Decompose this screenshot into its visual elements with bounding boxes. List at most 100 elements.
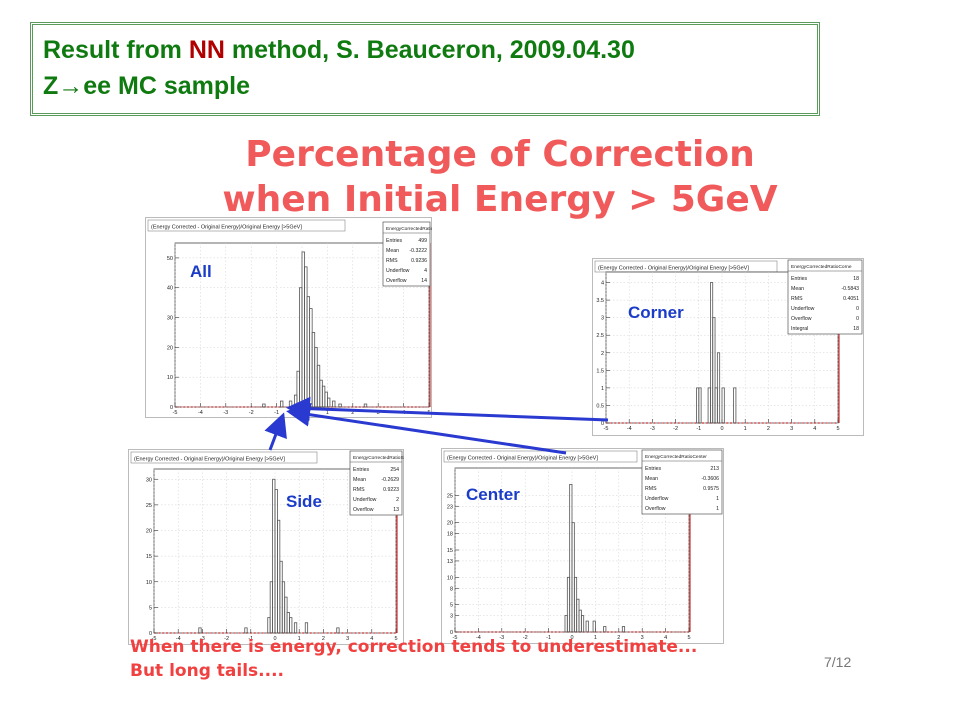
x-tick-label: 4: [370, 636, 373, 642]
stats-value: 4: [424, 268, 427, 274]
stats-key: Underflow: [645, 496, 669, 502]
histogram-bin: [580, 615, 585, 633]
y-tick-label: 25: [146, 503, 152, 509]
y-tick-label: 0: [170, 405, 173, 411]
stats-key: Mean: [386, 248, 399, 254]
histogram-bin: [721, 387, 725, 424]
x-tick-label: -5: [173, 410, 178, 416]
y-tick-label: 5: [149, 605, 152, 611]
header-box: Result from NN method, S. Beauceron, 200…: [30, 22, 820, 116]
y-tick-label: 30: [167, 316, 173, 322]
stats-value: 0: [856, 316, 859, 322]
arrow-from-side: [264, 412, 287, 451]
stats-key: Underflow: [791, 306, 815, 312]
y-tick-label: 23: [447, 504, 453, 510]
region-label: Side: [286, 492, 322, 511]
histogram-bin: [289, 617, 293, 634]
stats-value: 13: [393, 507, 399, 513]
y-tick-label: 15: [146, 554, 152, 560]
x-tick-label: 5: [394, 636, 397, 642]
stats-key: Underflow: [386, 268, 410, 274]
x-tick-label: -2: [673, 426, 678, 432]
histogram-all: (Energy Corrected - Original Energy)/Ori…: [145, 217, 432, 418]
x-tick-label: -1: [274, 410, 279, 416]
stats-value: 2: [396, 497, 399, 503]
x-tick-label: 1: [298, 636, 301, 642]
stats-key: RMS: [645, 486, 657, 492]
y-tick-label: 10: [146, 580, 152, 586]
conclusion-line-1: When there is energy, correction tends t…: [130, 637, 698, 657]
stats-key: RMS: [353, 487, 365, 493]
y-tick-label: 10: [167, 375, 173, 381]
title-box: [147, 219, 346, 232]
histogram-bin: [603, 626, 607, 633]
stats-key: Entries: [791, 276, 808, 282]
region-label: Center: [466, 485, 520, 504]
stats-value: 213: [710, 466, 719, 472]
x-tick-label: -4: [198, 410, 203, 416]
x-tick-label: -3: [200, 636, 205, 642]
x-tick-label: 2: [322, 636, 325, 642]
histogram-bin: [304, 622, 309, 634]
x-tick-label: 2: [351, 410, 354, 416]
x-tick-label: 3: [377, 410, 380, 416]
stats-box: [641, 449, 723, 515]
x-tick-label: -5: [604, 426, 609, 432]
stats-key: Overflow: [791, 316, 812, 322]
title-box: [130, 451, 318, 464]
headline-line-1: Percentage of Correction: [245, 134, 755, 175]
histogram-title: (Energy Corrected - Original Energy)/Ori…: [151, 225, 302, 231]
x-tick-label: 5: [427, 410, 430, 416]
histogram-bin: [336, 627, 340, 634]
conclusion-line-2: But long tails....: [130, 661, 285, 681]
stats-key: Overflow: [386, 278, 407, 284]
region-label: All: [190, 262, 212, 281]
x-tick-label: -1: [248, 636, 253, 642]
histogram-bin: [280, 400, 284, 408]
x-tick-label: 1: [744, 426, 747, 432]
y-tick-label: 25: [447, 493, 453, 499]
histogram-title: (Energy Corrected - Original Energy)/Ori…: [598, 266, 749, 272]
stats-value: -0.3222: [409, 248, 427, 254]
stats-key: Integral: [791, 326, 808, 332]
stats-key: Mean: [791, 286, 804, 292]
histogram-title: (Energy Corrected - Original Energy)/Ori…: [134, 457, 285, 463]
stats-box: [349, 450, 403, 516]
x-tick-label: 5: [836, 426, 839, 432]
x-tick-label: -2: [224, 636, 229, 642]
y-tick-label: 8: [450, 586, 453, 592]
y-tick-label: 4: [601, 281, 604, 287]
stats-name: EnergyCorrectedRatioCenter: [645, 454, 707, 460]
stats-value: -0.2629: [381, 477, 399, 483]
stats-name: EnergyCorrectedRatioSide: [353, 455, 404, 461]
stats-name: EnergyCorrectedRatioCorne: [791, 264, 852, 270]
x-tick-label: -2: [249, 410, 254, 416]
histogram-corner: (Energy Corrected - Original Energy)/Ori…: [592, 258, 864, 436]
y-tick-label: 5: [450, 603, 453, 609]
y-tick-label: 20: [167, 345, 173, 351]
stats-value: 0.4051: [843, 296, 859, 302]
y-tick-label: 15: [447, 548, 453, 554]
header-line-2: Z→ee MC sample: [43, 72, 251, 100]
stats-key: RMS: [791, 296, 803, 302]
y-tick-label: 30: [146, 477, 152, 483]
stats-value: 499: [418, 238, 427, 244]
x-tick-label: -3: [650, 426, 655, 432]
stats-value: 0: [856, 306, 859, 312]
stats-value: 14: [421, 278, 427, 284]
y-tick-label: 13: [447, 559, 453, 565]
stats-key: Underflow: [353, 497, 377, 503]
stats-value: -0.5843: [841, 286, 859, 292]
histogram-bin: [716, 352, 721, 424]
region-label: Corner: [628, 303, 684, 322]
x-tick-label: 5: [687, 635, 690, 641]
x-tick-label: 3: [346, 636, 349, 642]
stats-value: 0.9575: [703, 486, 719, 492]
stats-key: RMS: [386, 258, 398, 264]
x-tick-label: 0: [720, 426, 723, 432]
stats-key: Overflow: [353, 507, 374, 513]
stats-key: Overflow: [645, 506, 666, 512]
histogram-bin: [244, 627, 248, 634]
y-tick-label: 2.5: [596, 333, 604, 339]
y-tick-label: 0: [149, 631, 152, 637]
